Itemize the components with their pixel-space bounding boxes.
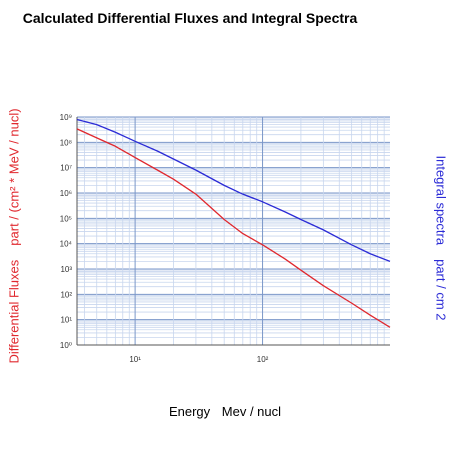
y-tick-label: 10²: [60, 290, 72, 299]
y-tick-label: 10⁸: [60, 138, 72, 147]
x-label-unit: Mev / nucl: [221, 404, 282, 419]
chart-title: Calculated Differential Fluxes and Integ…: [22, 10, 358, 26]
series-line-1: [76, 128, 391, 328]
tick-labels: 10⁰ 10¹ 10² 10³ 10⁴ 10⁵ 10⁶ 10⁷ 10⁸ 10⁹ 10¹ 10²: [60, 113, 269, 364]
y-tick-label: 10¹: [60, 316, 72, 325]
y-tick-label: 10³: [60, 265, 72, 274]
y-tick-label: 10⁹: [60, 113, 72, 122]
y-tick-label: 10⁴: [60, 240, 73, 249]
y-left-name: Differential Fluxes: [6, 259, 22, 364]
y-tick-label: 10⁰: [60, 341, 72, 350]
y-right-name: Integral spectra: [433, 155, 449, 246]
series-line-2: [76, 118, 391, 262]
y-tick-label: 10⁷: [60, 164, 72, 173]
x-axis-label: Energy Mev / nucl: [0, 404, 450, 419]
axes: [76, 117, 390, 346]
x-tick-label: 10¹: [129, 355, 141, 364]
series-lines: [76, 118, 391, 328]
x-label-name: Energy: [168, 404, 211, 419]
y-right-unit: part / cm 2: [433, 259, 449, 321]
x-tick-label: 10²: [257, 355, 269, 364]
y-tick-label: 10⁵: [60, 214, 72, 223]
y-tick-label: 10⁶: [60, 189, 72, 198]
y-left-unit: part / (cm² * MeV / nucl): [6, 108, 22, 246]
